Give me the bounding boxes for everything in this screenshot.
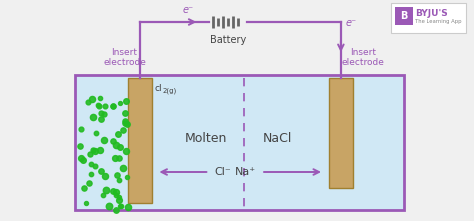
Text: B: B [400,11,407,21]
Point [124,175,131,178]
Point [90,116,97,119]
Bar [395,7,413,25]
Point [109,105,117,108]
Point [111,156,119,160]
Text: Na⁺: Na⁺ [235,167,256,177]
Bar [128,78,152,203]
Point [82,201,90,204]
Point [121,112,129,115]
Point [77,128,85,131]
Point [122,149,130,152]
Point [88,97,96,101]
Point [97,117,104,121]
Point [109,104,116,108]
Point [85,181,92,185]
Text: cl: cl [155,84,162,93]
Point [80,186,87,189]
Text: NaCl: NaCl [263,131,292,145]
Point [116,156,123,160]
Point [102,188,110,191]
Point [90,148,97,152]
Point [116,179,123,182]
Point [122,99,130,103]
Point [115,195,122,198]
Point [115,198,122,202]
Point [84,100,92,104]
Point [97,112,105,115]
Point [112,209,119,212]
Point [95,104,102,107]
Point [101,174,109,178]
Point [124,205,132,208]
Point [109,189,117,193]
Point [86,153,94,156]
Point [116,101,124,105]
Point [97,96,104,100]
Point [116,204,123,208]
Point [97,148,104,151]
Text: Molten: Molten [185,131,228,145]
Point [101,105,109,108]
Point [117,145,124,149]
Text: 2(g): 2(g) [163,88,177,95]
Point [92,131,100,134]
Point [87,172,95,175]
Point [114,132,122,136]
Text: e⁻: e⁻ [183,5,194,15]
Text: BYJU'S: BYJU'S [415,8,447,17]
Point [109,139,116,142]
Point [94,104,101,107]
Point [100,112,108,116]
Point [79,158,86,162]
Text: The Learning App: The Learning App [415,19,461,23]
Bar [391,3,466,33]
Point [121,121,129,124]
Text: Battery: Battery [210,35,246,45]
Point [77,156,85,160]
Text: Insert
electrode: Insert electrode [341,48,384,67]
Bar [329,78,353,188]
Point [97,169,105,173]
Point [100,138,107,142]
Point [91,164,99,168]
Point [112,193,119,197]
Point [91,149,99,153]
Point [105,204,113,208]
Text: Cl⁻: Cl⁻ [214,167,231,177]
Point [117,205,125,208]
Point [76,145,84,148]
Point [87,162,95,166]
Point [119,128,127,131]
Point [119,166,127,170]
Point [113,173,121,177]
Point [121,119,129,122]
Point [112,144,119,147]
Point [100,193,107,196]
Text: Insert
electrode: Insert electrode [103,48,146,67]
Bar [75,75,404,210]
Text: e⁻: e⁻ [346,18,357,28]
Point [123,123,131,126]
Point [112,191,120,194]
